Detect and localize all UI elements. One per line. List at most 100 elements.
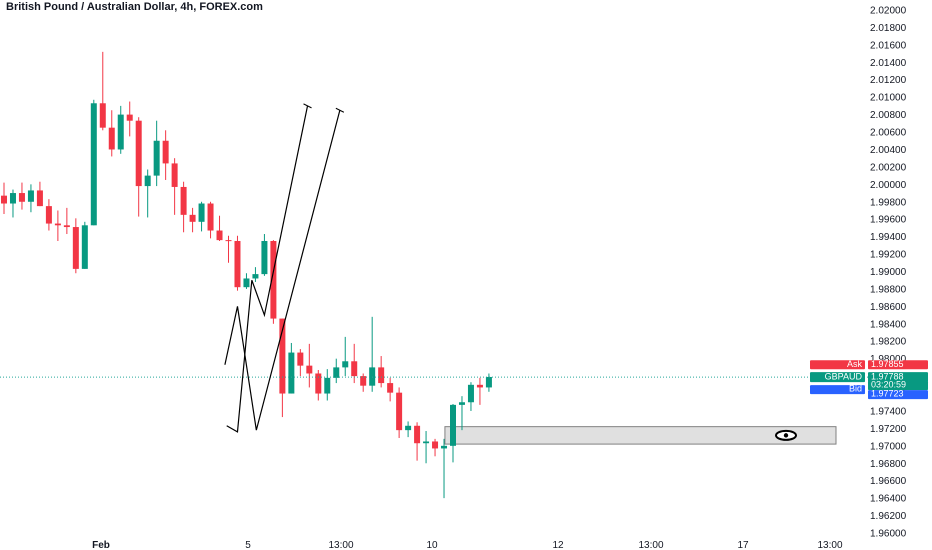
projection-drawings-layer <box>224 103 345 433</box>
y-tick-label: 1.96600 <box>870 476 907 487</box>
candle-body <box>423 441 430 444</box>
candle-body <box>90 103 97 226</box>
candle <box>396 387 403 438</box>
candle <box>432 438 439 457</box>
candle <box>405 421 412 438</box>
candle-body <box>153 140 160 176</box>
candle <box>117 105 124 154</box>
y-tick-label: 1.98800 <box>870 284 907 295</box>
candle <box>297 349 304 377</box>
candle-body <box>126 114 133 121</box>
candle <box>476 377 483 405</box>
projection-path-2[interactable] <box>224 110 341 431</box>
y-tick-label: 1.96000 <box>870 529 907 540</box>
candle-body <box>63 225 70 228</box>
candle-body <box>54 223 61 226</box>
candle <box>144 169 151 218</box>
candle-body <box>315 373 322 394</box>
candle <box>252 267 259 282</box>
candle-body <box>234 240 241 288</box>
candle-body <box>342 361 349 368</box>
candle-body <box>9 193 16 204</box>
candle-body <box>45 206 52 224</box>
x-tick-label: 12 <box>552 540 564 550</box>
candle-body <box>378 367 385 384</box>
candle-body <box>108 127 115 150</box>
x-tick-label: 13:00 <box>638 540 663 550</box>
y-tick-label: 1.99000 <box>870 267 907 278</box>
candle-body <box>225 240 232 242</box>
y-tick-label: 2.01400 <box>870 58 907 69</box>
candle-body <box>405 425 412 431</box>
svg-text:GBPAUD: GBPAUD <box>825 372 863 382</box>
price-axis[interactable]: 2.02000 2.01800 2.01600 2.01400 2.01200 2.010… <box>870 6 907 540</box>
symbol-tag: GBPAUD <box>810 372 865 383</box>
y-tick-label: 1.99800 <box>870 197 907 208</box>
y-tick-label: 2.01600 <box>870 40 907 51</box>
y-tick-label: 1.96200 <box>870 511 907 522</box>
candle-body <box>279 318 286 394</box>
y-tick-label: 2.00600 <box>870 128 907 139</box>
candle-body <box>360 376 367 386</box>
svg-text:Bid: Bid <box>849 384 862 394</box>
y-tick-label: 2.00400 <box>870 145 907 156</box>
y-tick-label: 2.01000 <box>870 93 907 104</box>
x-tick-label: 10 <box>426 540 438 550</box>
candle <box>99 51 106 131</box>
candle <box>270 240 277 324</box>
candle <box>279 318 286 418</box>
candle <box>261 234 268 276</box>
candle-body <box>99 103 106 128</box>
svg-text:1.97855: 1.97855 <box>871 359 904 369</box>
candle-body <box>180 186 187 215</box>
candle <box>72 218 79 274</box>
candle-body <box>458 402 465 405</box>
candle <box>171 158 178 215</box>
candle <box>90 99 97 226</box>
time-axis[interactable]: Feb 5 13:00 10 12 13:00 17 13:00 <box>92 540 843 550</box>
y-tick-label: 1.98000 <box>870 354 907 365</box>
candle <box>27 184 34 213</box>
candle <box>288 342 295 394</box>
demand-zone[interactable] <box>444 426 837 445</box>
candle-body <box>261 240 268 275</box>
candle <box>108 110 115 157</box>
candle <box>9 189 16 218</box>
svg-text:Ask: Ask <box>847 359 863 369</box>
candle-body <box>467 384 474 403</box>
bid-price-label: 1.97723 <box>868 389 928 400</box>
y-tick-label: 1.96400 <box>870 494 907 505</box>
candle <box>225 235 232 263</box>
svg-text:1.97723: 1.97723 <box>871 389 904 399</box>
candle <box>135 117 142 217</box>
candle <box>216 215 223 241</box>
candle-body <box>485 376 492 388</box>
chart-title: British Pound / Australian Dollar, 4h, F… <box>6 1 263 13</box>
candle-body <box>144 175 151 187</box>
candle <box>153 120 160 187</box>
candle <box>378 356 385 388</box>
projection-path-1[interactable] <box>226 105 309 433</box>
y-tick-label: 2.02000 <box>870 6 907 17</box>
candle-body <box>450 404 456 446</box>
y-tick-label: 1.96800 <box>870 459 907 470</box>
candle-body <box>189 214 196 222</box>
candle-body <box>252 274 259 279</box>
candle-body <box>369 367 376 386</box>
x-tick-label: 13:00 <box>328 540 353 550</box>
candle-body <box>198 203 205 222</box>
eye-icon[interactable] <box>775 429 797 441</box>
candle-body <box>333 367 340 378</box>
demand-zone-layer <box>444 426 837 445</box>
candle <box>306 343 313 388</box>
candle-body <box>476 384 483 388</box>
y-tick-label: 1.99200 <box>870 250 907 261</box>
y-tick-label: 1.97200 <box>870 424 907 435</box>
candle-body <box>171 163 178 187</box>
candle-body <box>1 195 7 204</box>
candle <box>54 210 61 241</box>
projection-end-tick <box>303 103 312 109</box>
bar-countdown-label: 03:20:59 <box>868 380 928 391</box>
candle <box>467 382 474 411</box>
